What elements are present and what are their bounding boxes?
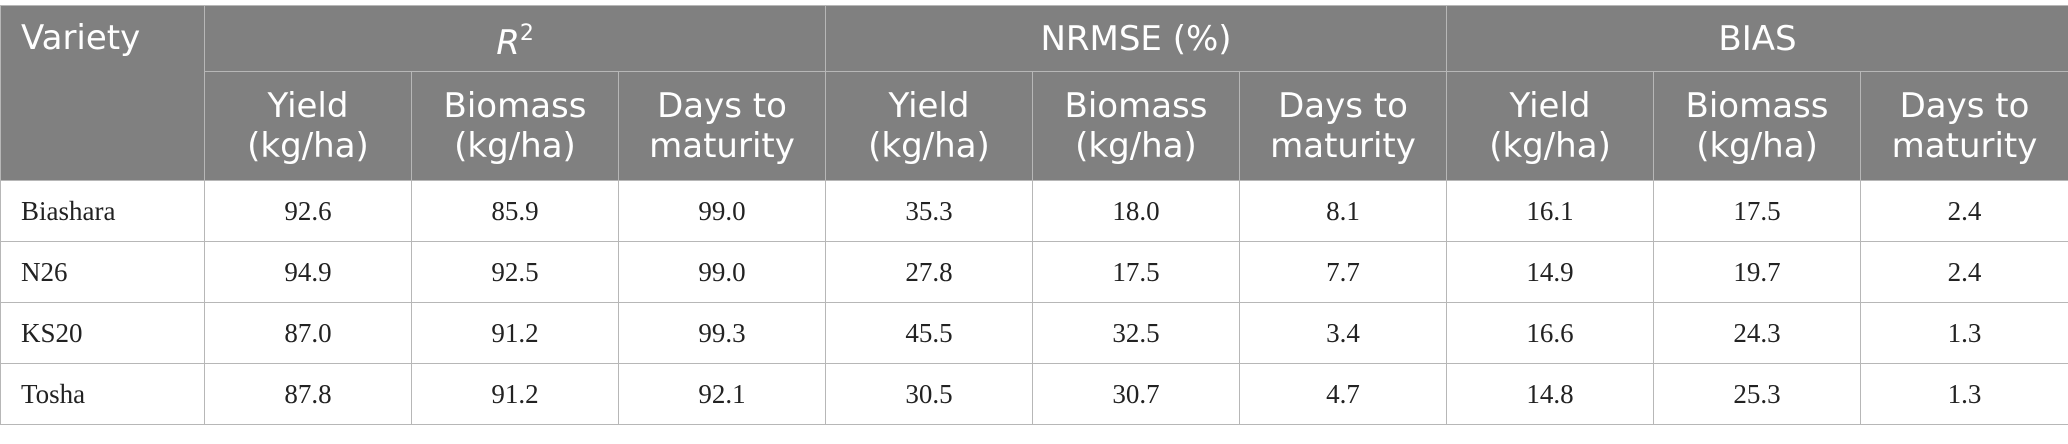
value-cell: 18.0: [1032, 180, 1240, 242]
variety-cell: KS20: [0, 302, 205, 364]
subcolumn-header: Yield (kg/ha): [825, 71, 1033, 181]
value-cell: 99.0: [618, 180, 826, 242]
table-body: Biashara 92.6 85.9 99.0 35.3 18.0 8.1 16.1 17.5 2…: [0, 180, 2068, 425]
value-cell: 2.4: [1860, 241, 2068, 303]
subcolumn-header: Days to maturity: [618, 71, 826, 181]
value-cell: 92.6: [204, 180, 412, 242]
variety-column-header: Variety: [0, 5, 205, 181]
value-cell: 99.0: [618, 241, 826, 303]
subcolumn-header-line: (kg/ha): [1075, 126, 1197, 166]
group-header-r2: R2: [204, 5, 826, 72]
group-header-bias: BIAS: [1446, 5, 2068, 72]
subcolumn-header: Yield (kg/ha): [1446, 71, 1655, 181]
subcolumn-header-line: (kg/ha): [247, 126, 369, 166]
results-table: Variety R2 NRMSE (%) BIAS Yield (kg/ha) Bi…: [0, 5, 2068, 425]
subcolumn-header-line: Biomass: [443, 86, 587, 126]
subcolumn-header: Biomass (kg/ha): [1032, 71, 1240, 181]
value-cell: 99.3: [618, 302, 826, 364]
group-header-superscript: 2: [519, 21, 534, 46]
group-header-nrmse: NRMSE (%): [824, 5, 1448, 72]
value-cell: 27.8: [825, 241, 1033, 303]
subcolumn-header: Yield (kg/ha): [204, 71, 412, 181]
value-cell: 94.9: [204, 241, 412, 303]
group-header-label: R: [496, 23, 520, 63]
header-subcolumn-row: Yield (kg/ha) Biomass (kg/ha) Days to maturit…: [1, 71, 2068, 181]
value-cell: 16.1: [1446, 180, 1655, 242]
variety-cell: N26: [0, 241, 205, 303]
subcolumn-header-line: Days to: [1278, 86, 1408, 126]
table-header: Variety R2 NRMSE (%) BIAS Yield (kg/ha) Bi…: [0, 5, 2068, 181]
subcolumn-header-line: (kg/ha): [868, 126, 990, 166]
value-cell: 17.5: [1032, 241, 1240, 303]
value-cell: 91.2: [411, 302, 619, 364]
value-cell: 45.5: [825, 302, 1033, 364]
value-cell: 1.3: [1860, 302, 2068, 364]
value-cell: 92.5: [411, 241, 619, 303]
value-cell: 87.8: [204, 363, 412, 425]
subcolumn-header: Days to maturity: [1860, 71, 2068, 181]
subcolumn-header-line: (kg/ha): [1489, 126, 1611, 166]
value-cell: 92.1: [618, 363, 826, 425]
table-row: N26 94.9 92.5 99.0 27.8 17.5 7.7 14.9 19.7 2.4: [0, 241, 2068, 303]
subcolumn-header: Biomass (kg/ha): [1653, 71, 1862, 181]
value-cell: 3.4: [1238, 302, 1448, 364]
subcolumn-header-line: maturity: [1270, 126, 1416, 166]
table-row: Tosha 87.8 91.2 92.1 30.5 30.7 4.7 14.8 25.3 1.3: [0, 363, 2068, 425]
variety-cell: Tosha: [0, 363, 205, 425]
value-cell: 32.5: [1032, 302, 1240, 364]
subcolumn-header-line: (kg/ha): [454, 126, 576, 166]
value-cell: 7.7: [1238, 241, 1448, 303]
subcolumn-header-line: maturity: [649, 126, 795, 166]
value-cell: 24.3: [1653, 302, 1862, 364]
value-cell: 30.5: [825, 363, 1033, 425]
value-cell: 30.7: [1032, 363, 1240, 425]
variety-cell: Biashara: [0, 180, 205, 242]
value-cell: 16.6: [1446, 302, 1655, 364]
subcolumn-header: Biomass (kg/ha): [411, 71, 619, 181]
value-cell: 35.3: [825, 180, 1033, 242]
subcolumn-header-line: maturity: [1891, 126, 2038, 166]
value-cell: 1.3: [1860, 363, 2068, 425]
value-cell: 8.1: [1238, 180, 1448, 242]
subcolumn-header-line: Yield: [888, 86, 970, 126]
subcolumn-header-line: Biomass: [1685, 86, 1829, 126]
value-cell: 2.4: [1860, 180, 2068, 242]
subcolumn-header-line: Yield: [267, 86, 349, 126]
subcolumn-header: Days to maturity: [1238, 71, 1448, 181]
value-cell: 85.9: [411, 180, 619, 242]
table-row: KS20 87.0 91.2 99.3 45.5 32.5 3.4 16.6 24.3 1.3: [0, 302, 2068, 364]
value-cell: 17.5: [1653, 180, 1862, 242]
subcolumn-header-line: Yield: [1509, 86, 1591, 126]
value-cell: 91.2: [411, 363, 619, 425]
value-cell: 87.0: [204, 302, 412, 364]
header-group-row: Variety R2 NRMSE (%) BIAS: [0, 5, 2068, 181]
subcolumn-header-line: Days to: [1899, 86, 2030, 126]
value-cell: 4.7: [1238, 363, 1448, 425]
subcolumn-header-line: (kg/ha): [1696, 126, 1818, 166]
value-cell: 14.8: [1446, 363, 1655, 425]
value-cell: 19.7: [1653, 241, 1862, 303]
table-row: Biashara 92.6 85.9 99.0 35.3 18.0 8.1 16.1 17.5 2…: [0, 180, 2068, 242]
subcolumn-header-line: Days to: [657, 86, 787, 126]
value-cell: 25.3: [1653, 363, 1862, 425]
subcolumn-header-line: Biomass: [1064, 86, 1208, 126]
value-cell: 14.9: [1446, 241, 1655, 303]
